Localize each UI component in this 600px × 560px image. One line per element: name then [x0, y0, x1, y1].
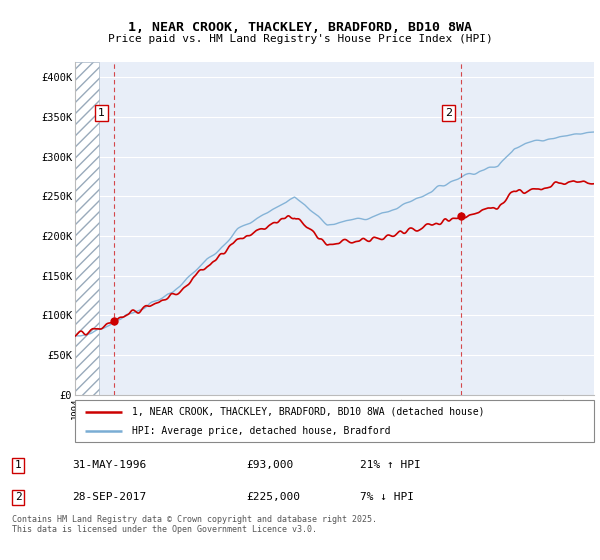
Text: 2: 2: [14, 492, 22, 502]
Text: Price paid vs. HM Land Registry's House Price Index (HPI): Price paid vs. HM Land Registry's House …: [107, 34, 493, 44]
Text: 1, NEAR CROOK, THACKLEY, BRADFORD, BD10 8WA: 1, NEAR CROOK, THACKLEY, BRADFORD, BD10 …: [128, 21, 472, 34]
Text: £93,000: £93,000: [246, 460, 293, 470]
Text: 28-SEP-2017: 28-SEP-2017: [72, 492, 146, 502]
Text: 1: 1: [14, 460, 22, 470]
Text: 1: 1: [98, 108, 105, 118]
Text: Contains HM Land Registry data © Crown copyright and database right 2025.
This d: Contains HM Land Registry data © Crown c…: [12, 515, 377, 534]
FancyBboxPatch shape: [75, 400, 594, 442]
Text: 21% ↑ HPI: 21% ↑ HPI: [360, 460, 421, 470]
Text: HPI: Average price, detached house, Bradford: HPI: Average price, detached house, Brad…: [132, 426, 391, 436]
Bar: [75, 62, 100, 395]
Text: 2: 2: [445, 108, 452, 118]
Text: 31-MAY-1996: 31-MAY-1996: [72, 460, 146, 470]
Text: 1, NEAR CROOK, THACKLEY, BRADFORD, BD10 8WA (detached house): 1, NEAR CROOK, THACKLEY, BRADFORD, BD10 …: [132, 407, 485, 417]
Text: £225,000: £225,000: [246, 492, 300, 502]
Text: 7% ↓ HPI: 7% ↓ HPI: [360, 492, 414, 502]
